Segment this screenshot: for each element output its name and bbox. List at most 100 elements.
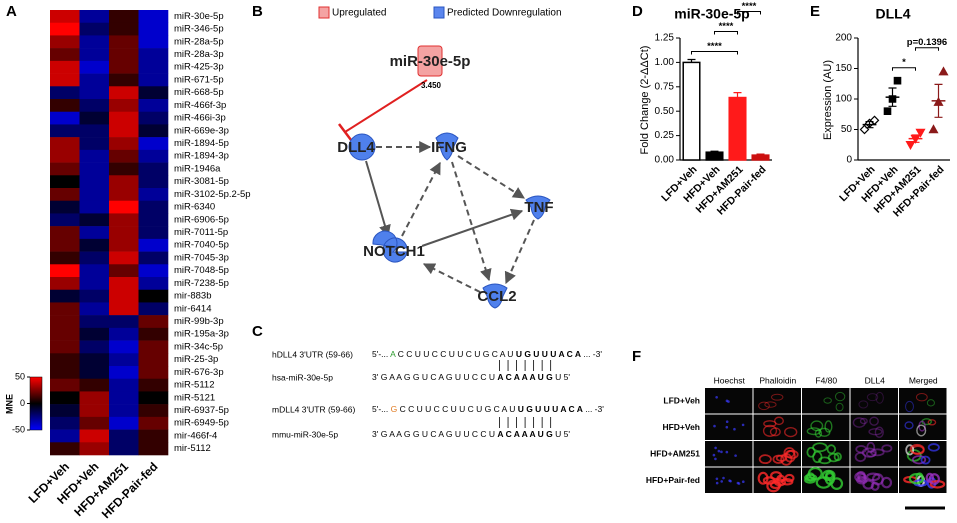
heatmap-cell xyxy=(109,277,139,291)
heatmap-cell xyxy=(79,35,110,49)
heatmap-cell xyxy=(50,391,80,405)
heatmap-cell xyxy=(79,48,110,62)
heatmap-cell xyxy=(138,226,169,240)
heatmap-cell xyxy=(79,124,110,138)
heatmap-cell xyxy=(50,48,80,62)
heatmap-cell xyxy=(79,289,110,303)
cell-outline xyxy=(855,445,868,454)
heatmap-cell xyxy=(79,188,110,202)
cell-outline xyxy=(835,402,844,412)
sequence-segment: U 5' xyxy=(553,372,571,382)
point xyxy=(938,66,949,76)
row-label: mir-6414 xyxy=(174,303,212,314)
heatmap-cell xyxy=(109,353,139,367)
heatmap-cell xyxy=(50,238,80,252)
heatmap-cell xyxy=(79,111,110,125)
nucleus xyxy=(728,479,731,482)
cell-outline xyxy=(908,473,925,485)
heatmap-cell xyxy=(79,302,110,316)
cell-outline xyxy=(834,391,846,402)
cell-outline xyxy=(812,450,823,464)
point xyxy=(905,140,916,150)
heatmap-cell xyxy=(138,137,169,151)
y-axis-label: Fold Change (2-ΔΔCt) xyxy=(639,46,651,155)
heatmap-cell xyxy=(138,289,169,303)
heatmap-cell xyxy=(109,264,139,278)
chart-title: miR-30e-5p xyxy=(674,6,749,22)
edge xyxy=(504,219,535,285)
nucleus xyxy=(734,454,737,457)
heatmap-cell xyxy=(138,264,169,278)
nucleus xyxy=(725,425,729,429)
heatmap-cell xyxy=(109,289,139,303)
heatmap-cell xyxy=(138,111,169,125)
y-tick-label: 0 xyxy=(846,155,852,166)
heatmap-cell xyxy=(138,48,169,62)
colorbar-tick-label: -50 xyxy=(12,424,25,434)
heatmap-cell xyxy=(109,366,139,380)
channel-label: F4/80 xyxy=(815,375,837,385)
heatmap-cell xyxy=(50,442,80,456)
cell-outline xyxy=(866,393,879,402)
heatmap-cell xyxy=(79,416,110,430)
heatmap-cell xyxy=(109,124,139,138)
panel-letter: A xyxy=(6,3,17,20)
nucleus xyxy=(737,482,741,485)
cell-outline xyxy=(818,456,832,465)
cell-outline xyxy=(904,421,914,430)
node-label: CCL2 xyxy=(477,288,516,305)
row-label: miR-3081-5p xyxy=(174,176,229,187)
heatmap-cell xyxy=(79,200,110,214)
heatmap-cell xyxy=(50,289,80,303)
legend-swatch xyxy=(318,6,330,19)
heatmap-cell xyxy=(138,429,169,443)
cell-outline xyxy=(869,416,879,426)
cell-outline xyxy=(928,473,940,486)
nucleus xyxy=(733,427,736,431)
heatmap-cell xyxy=(109,302,139,316)
point xyxy=(893,76,902,85)
sequence-segment: U 5' xyxy=(553,429,571,439)
sequence-segment: 5'-... xyxy=(372,349,390,359)
heatmap-cell xyxy=(109,60,139,74)
micrograph xyxy=(850,441,898,467)
row-label: miR-668-5p xyxy=(174,87,224,98)
cell-outline xyxy=(870,448,885,457)
sequence-segment: ... -3' xyxy=(581,349,602,359)
cell-outline xyxy=(875,391,884,404)
heatmap-cell xyxy=(109,99,139,113)
cell-outline xyxy=(773,416,784,426)
cell-outline xyxy=(806,427,822,436)
edge xyxy=(457,155,526,199)
heatmap-cell xyxy=(79,366,110,380)
row-label: miR-99b-3p xyxy=(174,316,224,327)
cell-outline xyxy=(927,419,937,426)
cell-outline xyxy=(826,444,837,455)
error-bar xyxy=(733,92,742,98)
heatmap-cell xyxy=(109,429,139,443)
sequence-label: hsa-miR-30e-5p xyxy=(272,372,333,382)
heatmap-cell xyxy=(79,327,110,341)
heatmap-cell xyxy=(109,378,139,392)
heatmap-cell xyxy=(50,378,80,392)
heatmap-cell xyxy=(138,404,169,418)
heatmap-cell xyxy=(109,137,139,151)
heatmap-cell xyxy=(138,175,169,189)
row-label: mir-5112 xyxy=(174,443,211,454)
cell-outline xyxy=(784,473,795,483)
cell-outline xyxy=(814,429,823,438)
row-label: miR-1894-3p xyxy=(174,151,229,162)
edge xyxy=(421,208,524,247)
row-label: miR-1946a xyxy=(174,163,221,174)
heatmap-cell xyxy=(50,200,80,214)
sequence-segment: C C U U C C U U C U G C A U xyxy=(395,349,515,359)
node-shape xyxy=(372,230,408,263)
panel-letter: F xyxy=(632,348,641,365)
edge xyxy=(422,263,481,293)
cell-outline xyxy=(866,441,876,454)
heatmap-cell xyxy=(50,404,80,418)
heatmap-cell xyxy=(50,175,80,189)
cell-outline xyxy=(821,469,836,482)
sequence-label: hDLL4 3'UTR (59-66) xyxy=(272,349,353,359)
row-label: miR-7040-5p xyxy=(174,240,229,251)
